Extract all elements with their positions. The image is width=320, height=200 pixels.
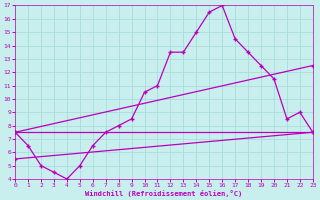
X-axis label: Windchill (Refroidissement éolien,°C): Windchill (Refroidissement éolien,°C)	[85, 190, 243, 197]
